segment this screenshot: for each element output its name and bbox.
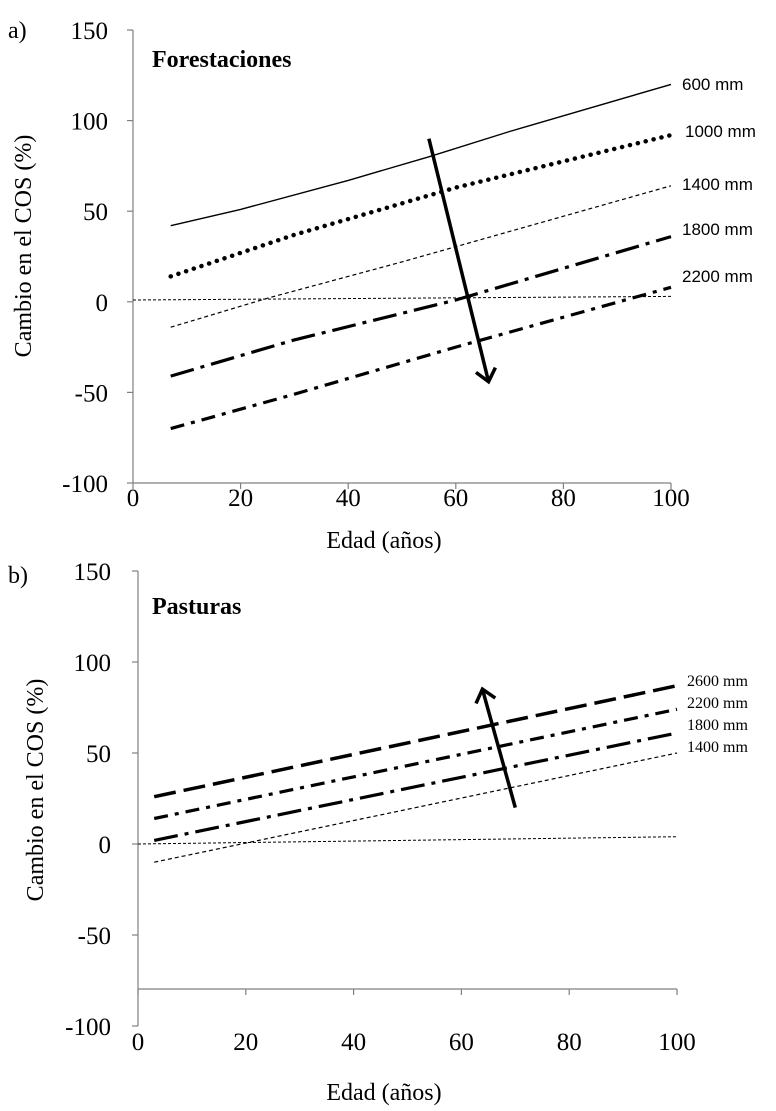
series-line-2600mm (153, 683, 678, 799)
y-tick-label: -100 (65, 1014, 111, 1041)
reference-line (132, 295, 672, 301)
series-label: 2200 mm (682, 267, 753, 286)
y-tick-label: -50 (75, 380, 108, 407)
series-line-2200mm (153, 707, 678, 821)
trend-arrow (427, 138, 497, 385)
y-axis-label: Cambio en el COS (%) (11, 135, 37, 358)
y-tick-label: -50 (78, 923, 111, 950)
series-label: 2200 mm (687, 695, 748, 712)
x-tick-label: 40 (341, 1029, 366, 1056)
series-label: 1800 mm (687, 717, 748, 734)
series-label: 2600 mm (687, 673, 748, 690)
y-tick-label: 150 (74, 559, 112, 586)
x-tick-label: 100 (652, 485, 690, 512)
series-line-2200mm (170, 285, 672, 431)
series-labels: 600 mm 1000 mm 1400 mm 1800 mm 2200 mm (682, 75, 756, 286)
x-axis-label: Edad (años) (326, 1080, 441, 1106)
panel-title: Forestaciones (152, 47, 292, 73)
y-axis-label: Cambio en el COS (%) (23, 679, 49, 902)
panel-b: b) Pasturas Cambio en el COS (%) Edad (a… (8, 559, 748, 1106)
y-tick-label: 100 (71, 109, 109, 136)
x-tick-label: 0 (132, 1029, 145, 1056)
x-tick-label: 60 (449, 1029, 474, 1056)
series-label: 600 mm (682, 75, 743, 94)
trend-arrow (474, 686, 517, 809)
x-axis-label: Edad (años) (326, 528, 441, 554)
x-tick-label: 80 (557, 1029, 582, 1056)
x-tick-label: 100 (658, 1029, 696, 1056)
series-label: 1800 mm (682, 220, 753, 239)
series-label: 1400 mm (687, 739, 748, 756)
series-line-1800mm (170, 235, 672, 378)
x-tick-label: 40 (336, 485, 361, 512)
series-line-1800mm (153, 731, 678, 842)
x-tick-label: 80 (551, 485, 576, 512)
y-tick-label: 0 (99, 832, 112, 859)
series-label: 1400 mm (682, 175, 753, 194)
axes: 150 100 50 0 -50 -100 0 20 40 60 80 100 (65, 559, 696, 1056)
y-tick-label: 50 (83, 199, 108, 226)
series-line-1400mm (170, 185, 672, 328)
x-tick-label: 0 (127, 485, 140, 512)
data-lines (132, 83, 674, 431)
data-lines (137, 683, 678, 863)
panel-a: a) Forestaciones Cambio en el COS (%) Ed… (8, 18, 756, 554)
panel-title: Pasturas (152, 594, 241, 620)
axes: 150 100 50 0 -50 -100 0 20 40 60 80 100 (62, 18, 690, 512)
y-tick-label: 100 (74, 650, 112, 677)
y-tick-label: 50 (86, 741, 111, 768)
panel-label: b) (8, 563, 28, 589)
y-tick-label: -100 (62, 471, 108, 498)
reference-line (137, 836, 678, 845)
x-tick-label: 20 (233, 1029, 258, 1056)
panel-label: a) (8, 18, 27, 44)
series-labels: 2600 mm 2200 mm 1800 mm 1400 mm (687, 673, 748, 756)
y-tick-label: 0 (96, 290, 109, 317)
series-line-600mm (170, 83, 672, 227)
series-line-1400mm (154, 752, 678, 863)
series-line-1000mm (168, 132, 674, 279)
x-tick-label: 60 (443, 485, 468, 512)
series-label: 1000 mm (685, 122, 756, 141)
y-tick-label: 150 (71, 18, 109, 45)
x-tick-label: 20 (228, 485, 253, 512)
